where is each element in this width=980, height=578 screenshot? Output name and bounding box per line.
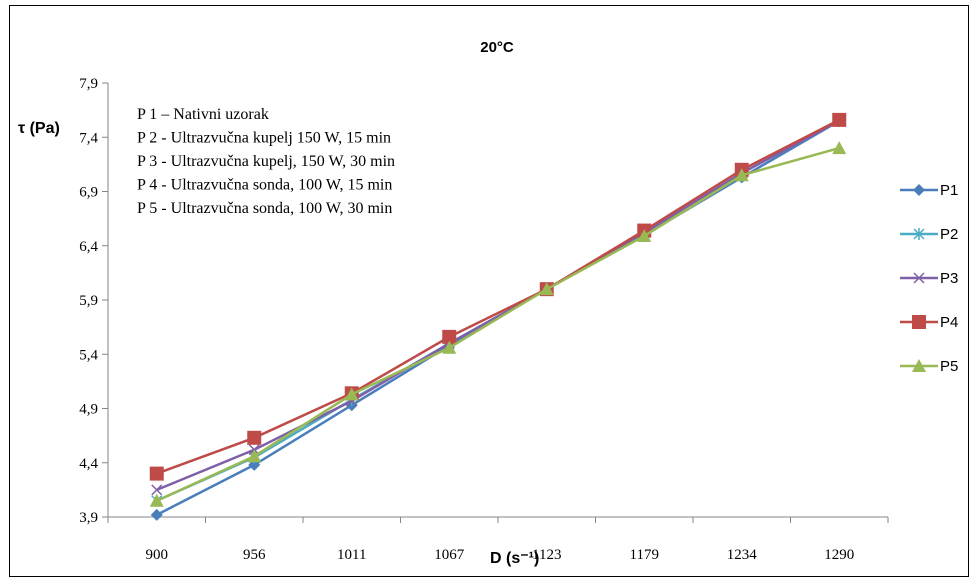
legend-label: P2	[940, 226, 958, 243]
x-tick-label: 1067	[434, 547, 465, 563]
y-tick-label: 5,4	[79, 347, 98, 363]
legend-label: P1	[940, 182, 958, 199]
data-point	[637, 228, 652, 242]
x-axis: 900 956 1011 1067 1123 1179 1234 1290	[107, 516, 889, 563]
series-lines	[149, 112, 847, 521]
x-tick-label: 1234	[727, 547, 758, 563]
legend-marker	[912, 359, 926, 372]
legend-item-p3: P3	[900, 270, 958, 287]
x-tick-label: 1123	[532, 547, 561, 563]
x-tick-label: 1290	[824, 547, 854, 563]
series-p5	[149, 141, 847, 507]
data-point	[832, 112, 847, 127]
x-tick-label: 1179	[630, 547, 659, 563]
chart-frame	[9, 5, 969, 577]
data-point	[247, 430, 262, 445]
series-note: P 2 - Ultrazvučna kupelj 150 W, 15 min	[137, 130, 391, 147]
legend-item-p4: P4	[900, 314, 958, 331]
data-point	[149, 493, 164, 507]
legend-marker	[913, 272, 925, 284]
y-tick-label: 4,4	[79, 456, 98, 472]
data-point	[151, 484, 163, 496]
y-tick-label: 4,9	[79, 402, 98, 418]
series-notes: P 1 – Nativni uzorak P 2 - Ultrazvučna ku…	[137, 106, 395, 217]
series-line	[156, 146, 840, 502]
data-point	[442, 340, 457, 354]
legend-item-p5: P5	[900, 358, 958, 375]
data-point	[344, 387, 359, 401]
series-line	[156, 119, 840, 492]
legend-marker	[913, 228, 925, 240]
x-tick-label: 900	[146, 547, 169, 563]
data-point	[442, 329, 457, 344]
legend-label: P5	[940, 358, 958, 375]
legend-label: P4	[940, 314, 958, 331]
x-axis-label: D (s⁻¹)	[490, 550, 539, 567]
legend-label: P3	[940, 270, 958, 287]
legend-marker	[913, 184, 925, 196]
data-point	[734, 168, 749, 182]
series-note: P 4 - Ultrazvučna sonda, 100 W, 15 min	[137, 177, 392, 194]
data-point	[150, 508, 163, 521]
y-axis: 3,9 4,4 4,9 5,4 5,9 6,4 6,9 7,4 7,9	[79, 76, 109, 526]
y-tick-label: 7,9	[79, 76, 98, 92]
y-tick-label: 6,9	[79, 185, 98, 201]
legend-item-p2: P2	[900, 226, 958, 243]
x-tick-label: 1011	[337, 547, 366, 563]
legend-item-p1: P1	[900, 182, 958, 199]
data-point	[247, 449, 262, 463]
y-axis-label: τ (Pa)	[18, 120, 60, 137]
data-point	[539, 282, 554, 296]
data-point	[832, 141, 847, 155]
y-tick-label: 5,9	[79, 293, 98, 309]
x-tick-label: 956	[243, 547, 266, 563]
y-tick-label: 3,9	[79, 510, 98, 526]
y-tick-label: 6,4	[79, 239, 98, 255]
series-note: P 5 - Ultrazvučna sonda, 100 W, 30 min	[137, 200, 392, 217]
chart-title: 20°C	[480, 39, 514, 56]
series-line	[156, 118, 840, 475]
series-note: P 3 - Ultrazvučna kupelj, 150 W, 30 min	[137, 153, 395, 170]
series-note: P 1 – Nativni uzorak	[137, 106, 269, 123]
legend-marker	[912, 315, 926, 329]
y-tick-label: 7,4	[79, 130, 98, 146]
legend: P1 P2 P3 P4 P5	[900, 182, 958, 375]
data-point	[149, 466, 164, 481]
